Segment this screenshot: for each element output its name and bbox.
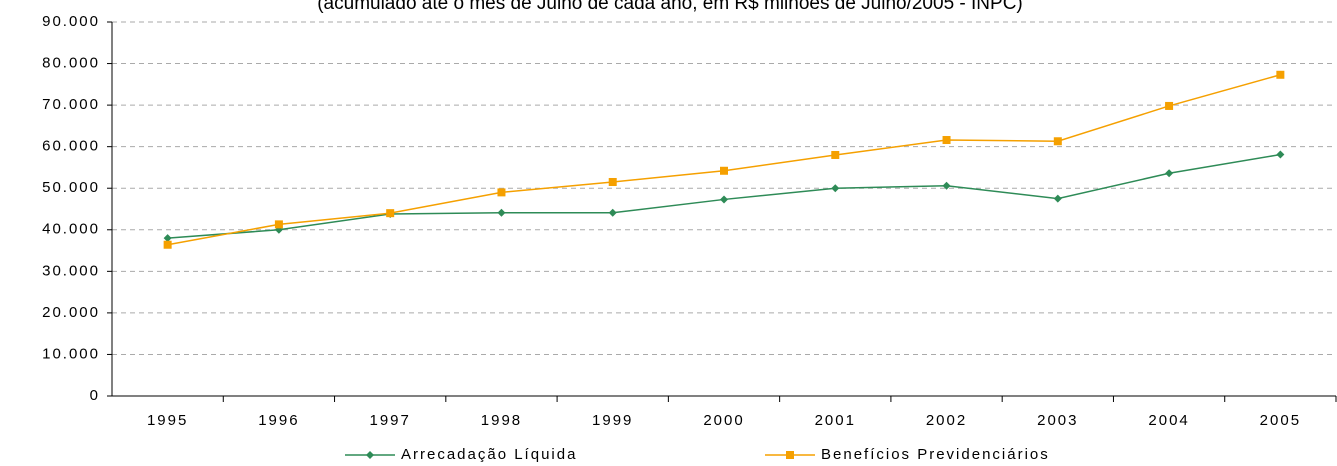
x-tick-label: 2003	[1037, 412, 1078, 429]
point	[274, 220, 283, 229]
point	[608, 208, 617, 217]
y-tick-label: 50.000	[42, 179, 100, 196]
point	[366, 451, 374, 459]
point	[163, 234, 172, 243]
legend-label: Arrecadação Líquida	[401, 446, 577, 463]
x-tick-label: 2005	[1260, 412, 1301, 429]
legend-label: Benefícios Previdenciários	[821, 446, 1050, 463]
x-tick-label: 1999	[592, 412, 633, 429]
y-tick-label: 20.000	[42, 304, 100, 321]
point	[942, 181, 951, 190]
y-tick-label: 10.000	[42, 345, 100, 362]
point	[1276, 150, 1285, 159]
point	[1053, 137, 1062, 146]
chart-subtitle: (acumulado até o mês de Julho de cada an…	[317, 0, 1023, 14]
point	[497, 188, 506, 197]
point	[497, 208, 506, 217]
x-tick-label: 2004	[1148, 412, 1189, 429]
point	[1165, 169, 1174, 178]
y-tick-label: 0	[90, 387, 100, 404]
point	[1276, 70, 1285, 79]
point	[163, 240, 172, 249]
x-tick-label: 2001	[815, 412, 856, 429]
point	[786, 451, 794, 459]
x-tick-label: 1997	[369, 412, 410, 429]
point	[608, 177, 617, 186]
x-tick-label: 2002	[926, 412, 967, 429]
y-tick-label: 30.000	[42, 262, 100, 279]
point	[942, 136, 951, 145]
series-line	[167, 74, 1281, 246]
point	[720, 166, 728, 175]
x-tick-label: 1998	[481, 412, 522, 429]
x-tick-label: 1996	[258, 412, 299, 429]
x-tick-label: 2000	[703, 412, 744, 429]
point	[386, 209, 395, 218]
point	[1053, 194, 1062, 203]
y-tick-label: 80.000	[42, 55, 100, 72]
point	[1165, 101, 1174, 110]
y-tick-label: 60.000	[42, 138, 100, 155]
point	[831, 184, 840, 193]
point	[720, 195, 728, 204]
x-tick-label: 1995	[147, 412, 188, 429]
y-tick-label: 70.000	[42, 96, 100, 113]
y-tick-label: 90.000	[42, 13, 100, 30]
point	[831, 150, 840, 159]
y-tick-label: 40.000	[42, 221, 100, 238]
